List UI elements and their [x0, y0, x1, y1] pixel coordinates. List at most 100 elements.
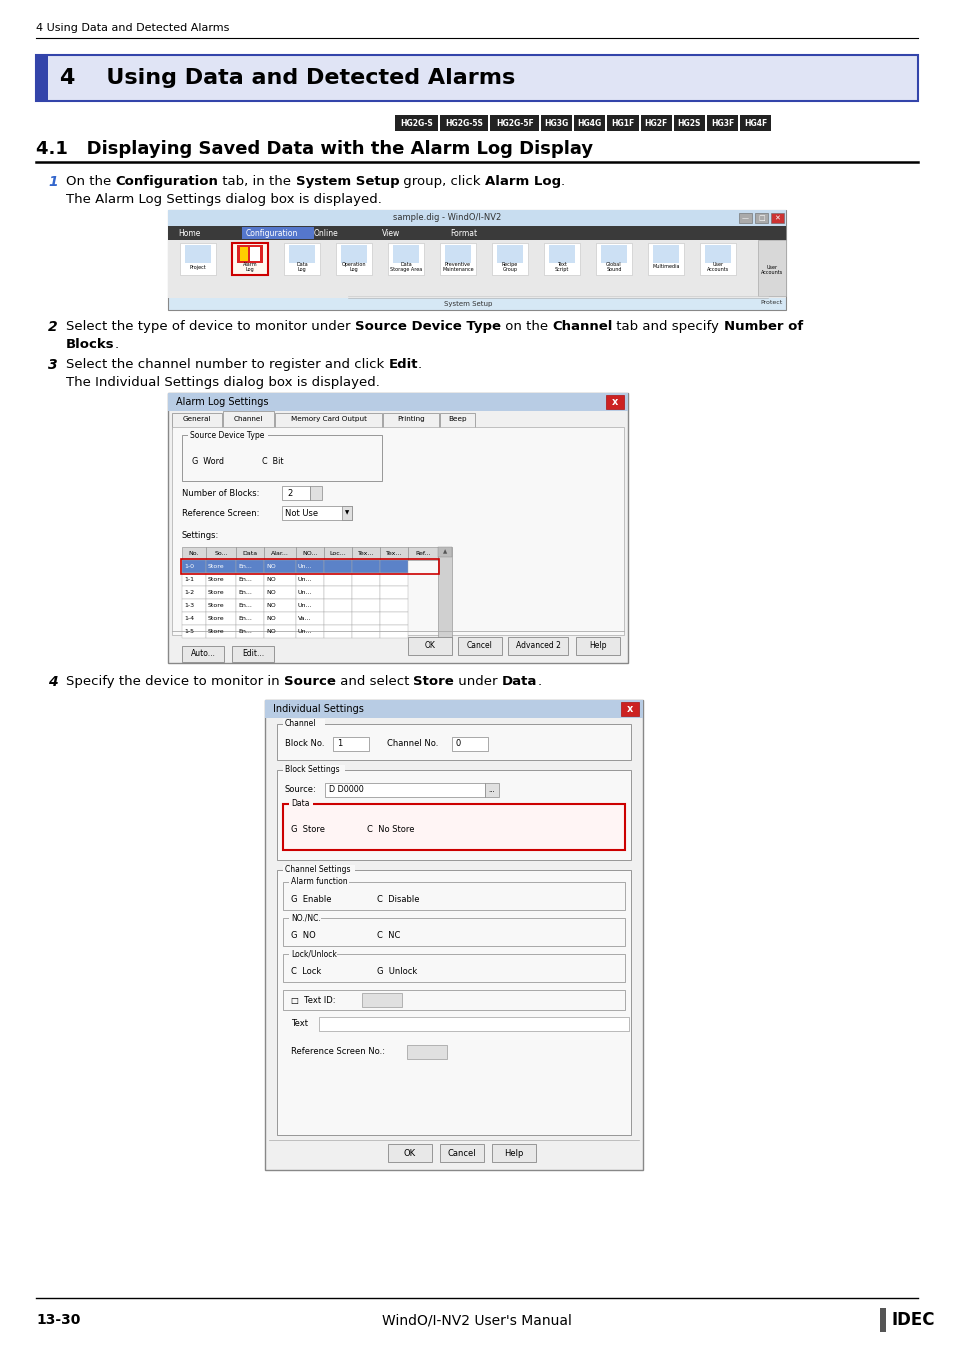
Bar	[264, 547, 295, 560]
Bar	[172, 413, 222, 429]
Bar	[289, 244, 314, 263]
Text: HG2G-5S: HG2G-5S	[445, 119, 482, 127]
Bar	[361, 994, 401, 1007]
Text: Tex...: Tex...	[385, 551, 402, 556]
Text: OK: OK	[403, 1149, 416, 1157]
Text: Select the type of device to monitor under: Select the type of device to monitor und…	[66, 320, 355, 333]
Text: Alarm
Log: Alarm Log	[242, 262, 257, 273]
Bar	[700, 243, 735, 275]
Text: Source Device Type: Source Device Type	[355, 320, 500, 333]
Text: 1-3: 1-3	[184, 603, 193, 608]
Text: NO: NO	[266, 564, 275, 568]
Text: and select: and select	[335, 675, 413, 688]
Bar	[758, 240, 785, 296]
Bar	[333, 737, 369, 751]
Text: 1-4: 1-4	[184, 616, 193, 621]
Text: Home: Home	[178, 228, 200, 238]
Text: 3: 3	[48, 358, 57, 373]
Text: 2: 2	[287, 489, 292, 498]
Bar	[168, 393, 627, 410]
Text: Un...: Un...	[297, 603, 313, 608]
Bar	[704, 244, 730, 263]
Text: Not Use: Not Use	[285, 509, 317, 517]
Bar	[168, 225, 785, 240]
Text: HG3G: HG3G	[544, 119, 568, 127]
Bar	[388, 243, 423, 275]
Text: Select the channel number to register and click: Select the channel number to register an…	[66, 358, 388, 371]
Text: C  Bit: C Bit	[262, 458, 283, 467]
Bar	[639, 115, 671, 131]
Text: .: .	[560, 176, 565, 188]
Bar	[206, 560, 235, 572]
Text: Online: Online	[314, 228, 338, 238]
Text: Reference Screen:: Reference Screen:	[182, 509, 259, 517]
Bar	[318, 1017, 628, 1031]
Bar	[264, 612, 295, 625]
Bar	[182, 612, 206, 625]
Bar	[283, 720, 325, 729]
Text: IDEC: IDEC	[891, 1311, 935, 1328]
Text: Channel: Channel	[552, 320, 612, 333]
Text: Blocks: Blocks	[66, 338, 114, 351]
Text: Channel Settings: Channel Settings	[285, 865, 350, 875]
Text: Data: Data	[501, 675, 537, 688]
Bar	[264, 560, 295, 572]
Bar	[206, 572, 235, 586]
Text: HG2G-5F: HG2G-5F	[496, 119, 533, 127]
Text: 1: 1	[336, 740, 342, 748]
Bar	[352, 572, 379, 586]
Bar	[264, 599, 295, 612]
Text: Project: Project	[190, 265, 206, 270]
Bar	[289, 913, 320, 923]
Bar	[206, 599, 235, 612]
Bar	[289, 878, 349, 887]
Text: HG2S: HG2S	[677, 119, 700, 127]
Text: C  Lock: C Lock	[291, 968, 321, 976]
Bar	[206, 612, 235, 625]
Bar	[437, 547, 452, 639]
Text: Preventive
Maintenance: Preventive Maintenance	[442, 262, 474, 273]
Text: □  Text ID:: □ Text ID:	[291, 995, 335, 1004]
Text: Block No.: Block No.	[285, 740, 324, 748]
Bar	[295, 572, 324, 586]
Text: User
Accounts: User Accounts	[760, 265, 782, 275]
Text: group, click: group, click	[399, 176, 484, 188]
Bar	[379, 572, 408, 586]
Bar	[492, 1143, 536, 1162]
Text: tab and specify: tab and specify	[612, 320, 723, 333]
Bar	[36, 55, 917, 101]
Bar	[408, 637, 452, 655]
Bar	[452, 737, 488, 751]
Bar	[182, 560, 206, 572]
Text: View: View	[381, 228, 400, 238]
Text: WindO/I-NV2 User's Manual: WindO/I-NV2 User's Manual	[381, 1314, 572, 1327]
Text: on the: on the	[500, 320, 552, 333]
Text: NO./NC.: NO./NC.	[291, 914, 320, 922]
Bar	[439, 1143, 483, 1162]
Text: D D0000: D D0000	[329, 786, 363, 795]
Text: User
Accounts: User Accounts	[706, 262, 728, 273]
Bar	[168, 211, 785, 225]
Bar	[185, 244, 211, 263]
Text: En...: En...	[237, 590, 252, 595]
Text: 4    Using Data and Detected Alarms: 4 Using Data and Detected Alarms	[60, 68, 515, 88]
Text: C  Disable: C Disable	[376, 895, 419, 905]
Text: Ref...: Ref...	[415, 551, 431, 556]
Bar	[383, 413, 438, 429]
Text: Store: Store	[208, 629, 224, 634]
Bar	[295, 625, 324, 639]
Bar	[647, 243, 683, 275]
Text: System Setup: System Setup	[443, 301, 492, 306]
Text: Alar...: Alar...	[271, 551, 289, 556]
Bar	[182, 647, 224, 662]
Text: 4: 4	[48, 675, 57, 688]
Text: Un...: Un...	[297, 576, 313, 582]
Bar	[235, 586, 264, 599]
Text: ✕: ✕	[774, 215, 780, 221]
Text: Configuration: Configuration	[115, 176, 218, 188]
Bar	[182, 625, 206, 639]
Bar	[295, 586, 324, 599]
Bar	[437, 547, 452, 558]
Text: 1: 1	[48, 176, 57, 189]
Bar	[282, 486, 310, 500]
